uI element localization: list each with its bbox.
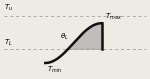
Polygon shape <box>68 23 102 49</box>
Text: $T_{max}$: $T_{max}$ <box>105 12 122 22</box>
Text: $\theta_L$: $\theta_L$ <box>60 32 69 42</box>
Text: $T_{min}$: $T_{min}$ <box>47 65 62 75</box>
Text: $T_L$: $T_L$ <box>4 38 12 48</box>
Text: $T_u$: $T_u$ <box>4 3 13 13</box>
